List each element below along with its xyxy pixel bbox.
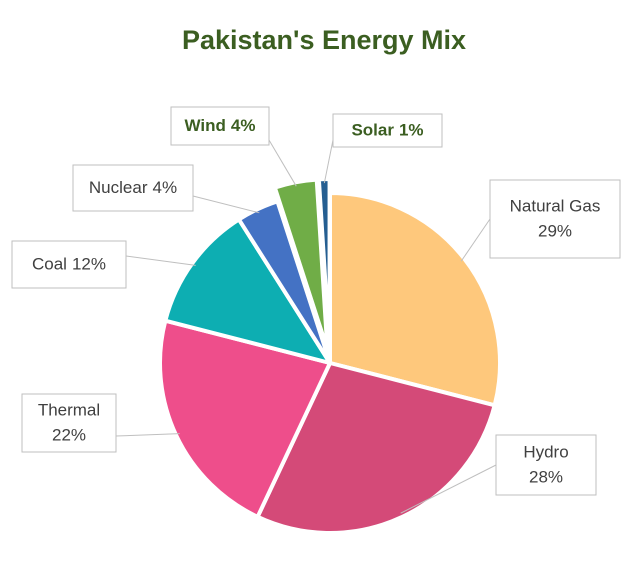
pie-slice <box>328 191 502 408</box>
leader-line <box>400 464 497 514</box>
value-label: 22% <box>52 425 86 444</box>
data-label: Wind 4% <box>185 116 256 135</box>
label-box <box>170 106 270 146</box>
leader-line <box>460 218 491 262</box>
leader-line <box>323 139 334 184</box>
slice-label: Hydro <box>523 442 568 461</box>
slice-label: Thermal <box>38 400 100 419</box>
data-label: Solar 1% <box>351 121 423 140</box>
slice-label: Nuclear <box>89 178 148 197</box>
pie-slice <box>163 217 332 365</box>
value-label: 1% <box>399 121 424 140</box>
leader-line <box>268 139 297 187</box>
slice-label: Natural Gas <box>510 196 601 215</box>
leader-line <box>192 195 260 214</box>
chart-title: Pakistan's Energy Mix <box>182 25 466 55</box>
pie-slice <box>316 177 332 352</box>
value-label: 29% <box>538 221 572 240</box>
slice-label: Wind <box>185 116 226 135</box>
label-box <box>495 434 597 496</box>
value-label: 28% <box>529 467 563 486</box>
slice-label: Coal <box>32 255 67 274</box>
data-label: Coal 12% <box>32 255 106 274</box>
leader-line <box>115 433 180 437</box>
label-box <box>332 113 443 148</box>
value-label: 12% <box>72 255 106 274</box>
label-box <box>11 240 127 289</box>
leader-line <box>125 255 196 266</box>
pie-slice <box>255 361 497 535</box>
pie-slice <box>272 177 330 352</box>
pie-slice <box>158 318 332 519</box>
data-label: Nuclear 4% <box>89 178 177 197</box>
value-label: 4% <box>231 116 256 135</box>
label-box <box>21 393 117 453</box>
label-box <box>489 179 621 259</box>
slice-label: Solar <box>351 121 394 140</box>
label-box <box>72 164 194 212</box>
value-label: 4% <box>153 178 178 197</box>
